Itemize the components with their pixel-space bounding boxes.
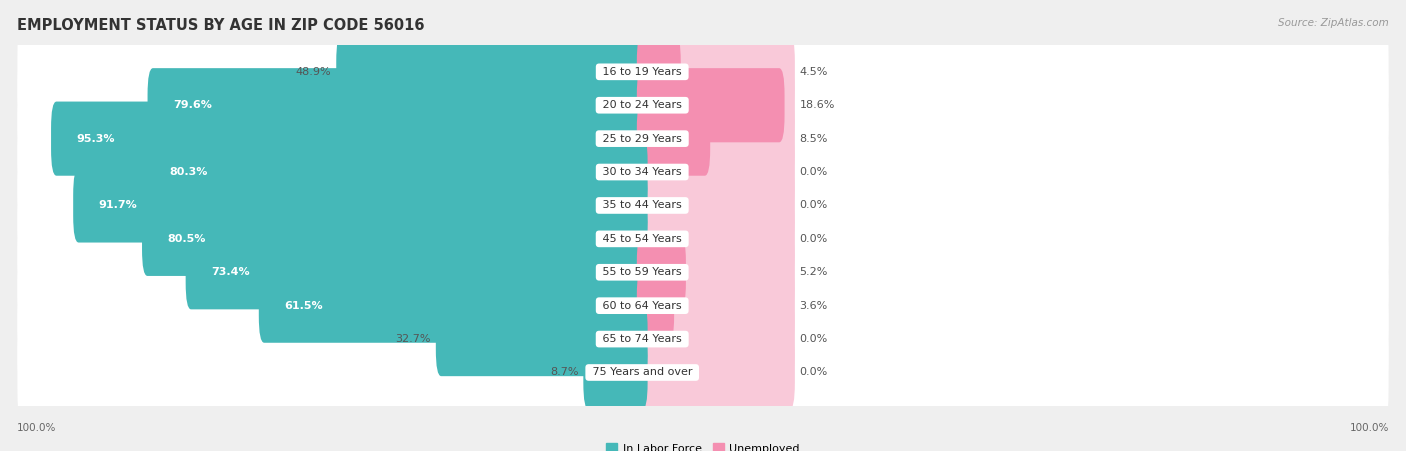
FancyBboxPatch shape	[17, 272, 1389, 405]
FancyBboxPatch shape	[637, 68, 794, 143]
Text: 100.0%: 100.0%	[1350, 423, 1389, 433]
FancyBboxPatch shape	[637, 68, 785, 143]
FancyBboxPatch shape	[637, 269, 673, 343]
Text: 16 to 19 Years: 16 to 19 Years	[599, 67, 685, 77]
Text: 25 to 29 Years: 25 to 29 Years	[599, 133, 685, 143]
FancyBboxPatch shape	[637, 35, 794, 109]
FancyBboxPatch shape	[17, 206, 1389, 339]
Text: 79.6%: 79.6%	[173, 100, 212, 110]
Text: 73.4%: 73.4%	[211, 267, 250, 277]
Text: 0.0%: 0.0%	[800, 200, 828, 211]
Text: 61.5%: 61.5%	[284, 301, 323, 311]
FancyBboxPatch shape	[436, 302, 648, 376]
Text: 0.0%: 0.0%	[800, 167, 828, 177]
FancyBboxPatch shape	[637, 302, 794, 376]
FancyBboxPatch shape	[17, 106, 1389, 239]
FancyBboxPatch shape	[637, 101, 794, 176]
Text: 95.3%: 95.3%	[77, 133, 115, 143]
Text: EMPLOYMENT STATUS BY AGE IN ZIP CODE 56016: EMPLOYMENT STATUS BY AGE IN ZIP CODE 560…	[17, 18, 425, 33]
Text: 80.3%: 80.3%	[169, 167, 207, 177]
Text: 0.0%: 0.0%	[800, 334, 828, 344]
FancyBboxPatch shape	[637, 135, 794, 209]
Text: 4.5%: 4.5%	[800, 67, 828, 77]
Text: 0.0%: 0.0%	[800, 234, 828, 244]
Text: 30 to 34 Years: 30 to 34 Years	[599, 167, 685, 177]
Text: 0.0%: 0.0%	[800, 368, 828, 377]
FancyBboxPatch shape	[637, 202, 794, 276]
Text: 65 to 74 Years: 65 to 74 Years	[599, 334, 685, 344]
FancyBboxPatch shape	[17, 39, 1389, 172]
FancyBboxPatch shape	[259, 269, 648, 343]
FancyBboxPatch shape	[17, 139, 1389, 272]
Text: 100.0%: 100.0%	[17, 423, 56, 433]
FancyBboxPatch shape	[17, 239, 1389, 372]
FancyBboxPatch shape	[17, 306, 1389, 439]
FancyBboxPatch shape	[583, 336, 648, 410]
Text: 60 to 64 Years: 60 to 64 Years	[599, 301, 685, 311]
FancyBboxPatch shape	[637, 35, 681, 109]
Text: 91.7%: 91.7%	[98, 200, 138, 211]
Text: 20 to 24 Years: 20 to 24 Years	[599, 100, 685, 110]
Text: 32.7%: 32.7%	[395, 334, 432, 344]
FancyBboxPatch shape	[142, 202, 648, 276]
FancyBboxPatch shape	[17, 72, 1389, 205]
FancyBboxPatch shape	[637, 269, 794, 343]
FancyBboxPatch shape	[73, 168, 648, 243]
Text: 48.9%: 48.9%	[295, 67, 332, 77]
Text: 18.6%: 18.6%	[800, 100, 835, 110]
Text: 5.2%: 5.2%	[800, 267, 828, 277]
FancyBboxPatch shape	[637, 336, 794, 410]
Text: 80.5%: 80.5%	[167, 234, 207, 244]
Text: 75 Years and over: 75 Years and over	[589, 368, 696, 377]
Text: 35 to 44 Years: 35 to 44 Years	[599, 200, 685, 211]
FancyBboxPatch shape	[336, 35, 648, 109]
Text: 8.5%: 8.5%	[800, 133, 828, 143]
Text: 3.6%: 3.6%	[800, 301, 828, 311]
Text: 45 to 54 Years: 45 to 54 Years	[599, 234, 685, 244]
FancyBboxPatch shape	[17, 5, 1389, 138]
Text: 55 to 59 Years: 55 to 59 Years	[599, 267, 685, 277]
Legend: In Labor Force, Unemployed: In Labor Force, Unemployed	[602, 439, 804, 451]
Text: Source: ZipAtlas.com: Source: ZipAtlas.com	[1278, 18, 1389, 28]
FancyBboxPatch shape	[637, 235, 794, 309]
FancyBboxPatch shape	[637, 235, 686, 309]
Text: 8.7%: 8.7%	[550, 368, 579, 377]
FancyBboxPatch shape	[17, 172, 1389, 305]
FancyBboxPatch shape	[186, 235, 648, 309]
FancyBboxPatch shape	[143, 135, 648, 209]
FancyBboxPatch shape	[51, 101, 648, 176]
FancyBboxPatch shape	[637, 101, 710, 176]
FancyBboxPatch shape	[148, 68, 648, 143]
FancyBboxPatch shape	[637, 168, 794, 243]
